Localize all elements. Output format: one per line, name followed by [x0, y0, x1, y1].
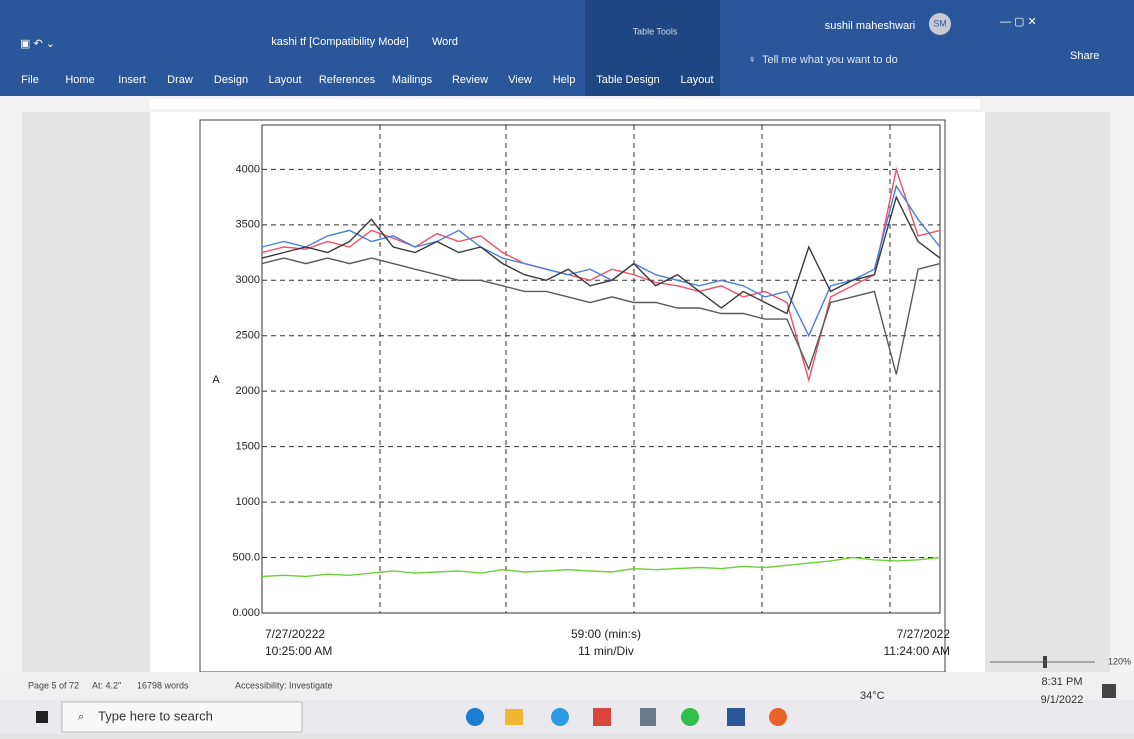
notifications[interactable] [1102, 684, 1116, 698]
status-page: Page 5 of 72 [28, 680, 79, 690]
start-button[interactable] [36, 711, 48, 723]
app-word[interactable] [727, 708, 745, 726]
app-notes[interactable] [640, 708, 656, 726]
page: ▣ ↶ ⌄ kashi tf [Compatibility Mode] Word… [0, 0, 1134, 734]
ribbon-tab[interactable]: Home [65, 74, 94, 86]
y-tick-label: 1000 [236, 496, 260, 508]
status-accessibility[interactable]: Accessibility: Investigate [235, 680, 333, 690]
ribbon-tab[interactable]: References [319, 74, 376, 86]
user-name: sushil maheshwari [825, 20, 915, 32]
x-axis-label: 10:25:00 AM [265, 644, 332, 658]
x-axis-label: 11:24:00 AM [884, 644, 951, 658]
search-icon: ⌕ [78, 711, 84, 723]
share[interactable]: Share [1070, 50, 1099, 62]
status-words: 16798 words [137, 680, 189, 690]
ribbon-tab[interactable]: Layout [680, 74, 713, 86]
y-tick-label: 0.000 [232, 607, 260, 619]
tell-me-icon: ♀ [748, 54, 756, 66]
y-tick-label: 3500 [236, 219, 260, 231]
app-ie[interactable] [551, 708, 569, 726]
y-tick-label: 4000 [236, 163, 260, 175]
x-axis-label: 59:00 (min:s) [571, 627, 641, 641]
zoom-thumb[interactable] [1043, 656, 1047, 668]
app-explorer[interactable] [505, 709, 523, 725]
quick-access: ▣ ↶ ⌄ [20, 38, 55, 50]
ribbon-tab[interactable]: Review [452, 74, 488, 86]
ribbon-tab[interactable]: Help [553, 74, 576, 86]
clock-time: 8:31 PM [1042, 676, 1083, 688]
y-tick-label: 2000 [236, 385, 260, 397]
weather: 34°C [860, 690, 885, 702]
ribbon-tab[interactable]: Insert [118, 74, 146, 86]
screen: ▣ ↶ ⌄ kashi tf [Compatibility Mode] Word… [0, 0, 1134, 734]
doc-title: kashi tf [Compatibility Mode] [271, 36, 409, 48]
window-controls[interactable]: — ▢ ✕ [1000, 16, 1037, 28]
ribbon-tab[interactable]: Mailings [392, 74, 433, 86]
tell-me[interactable]: Tell me what you want to do [762, 54, 898, 66]
chart-frame [200, 120, 945, 672]
x-axis-label: 7/27/20222 [265, 627, 325, 641]
y-tick-label: 500.0 [232, 551, 260, 563]
status-at: At: 4.2" [92, 680, 121, 690]
ribbon-tab[interactable]: View [508, 74, 532, 86]
context-label: Table Tools [633, 26, 678, 36]
ribbon-tab[interactable]: Draw [167, 74, 193, 86]
y-tick-label: 1500 [236, 441, 260, 453]
app-store[interactable] [593, 708, 611, 726]
app-whatsapp[interactable] [681, 708, 699, 726]
x-axis-label: 7/27/2022 [897, 627, 951, 641]
app-edge[interactable] [466, 708, 484, 726]
ruler-page [150, 99, 980, 109]
ribbon-tab[interactable]: Layout [268, 74, 301, 86]
scrollbar[interactable] [1110, 96, 1134, 672]
x-axis-label: 11 min/Div [578, 644, 634, 658]
avatar-initials: SM [933, 18, 947, 28]
app-firefox[interactable] [769, 708, 787, 726]
y-axis-label: A [212, 374, 220, 386]
ribbon-tab[interactable]: File [21, 74, 39, 86]
clock-date: 9/1/2022 [1041, 694, 1084, 706]
y-tick-label: 3000 [236, 274, 260, 286]
tabs: File Home Insert Draw Design Layout References… [21, 74, 713, 86]
vertical-ruler [0, 112, 22, 672]
ribbon-tab[interactable]: Table Design [596, 74, 660, 86]
search-placeholder: Type here to search [98, 708, 213, 723]
y-tick-label: 2500 [236, 330, 260, 342]
zoom-level: 120% [1108, 656, 1131, 666]
ribbon-tab[interactable]: Design [214, 74, 248, 86]
app-name: Word [432, 36, 458, 48]
